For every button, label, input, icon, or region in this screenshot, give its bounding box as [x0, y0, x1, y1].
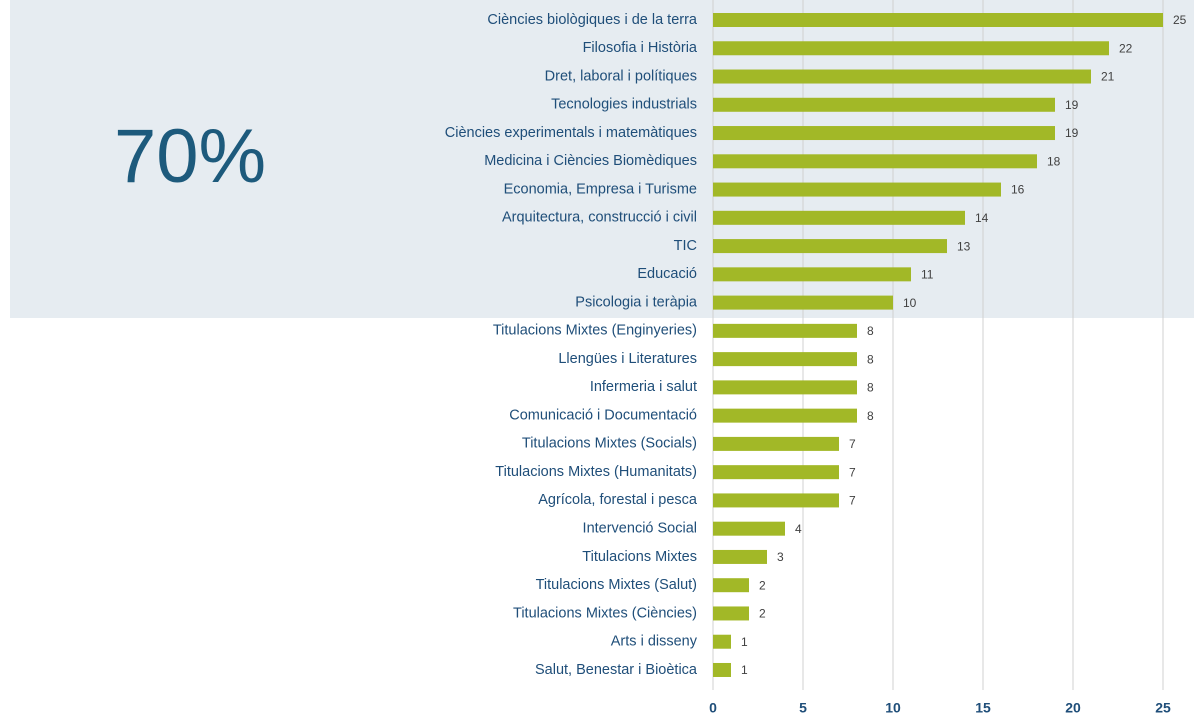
annotation: 70%: [114, 114, 266, 199]
category-label: Titulacions Mixtes (Humanitats): [495, 464, 697, 480]
category-label: Titulacions Mixtes: [582, 549, 697, 565]
bar: [713, 408, 857, 423]
x-tick-label: 15: [975, 700, 991, 716]
category-label: Arts i disseny: [611, 634, 698, 650]
bar: [713, 606, 749, 621]
category-label: Titulacions Mixtes (Enginyeries): [493, 323, 697, 339]
bar: [713, 126, 1055, 141]
value-label: 2: [759, 607, 766, 621]
value-label: 7: [849, 494, 856, 508]
bar: [713, 69, 1091, 84]
value-label: 22: [1119, 41, 1133, 55]
bar: [713, 210, 965, 225]
bar: [713, 182, 1001, 197]
value-label: 8: [867, 352, 874, 366]
value-label: 1: [741, 663, 748, 677]
value-label: 21: [1101, 70, 1115, 84]
category-label: Salut, Benestar i Bioètica: [535, 662, 698, 678]
value-label: 4: [795, 522, 802, 536]
value-label: 18: [1047, 154, 1061, 168]
bar: [713, 352, 857, 367]
value-label: 1: [741, 635, 748, 649]
bar: [713, 634, 731, 649]
value-label: 8: [867, 409, 874, 423]
value-label: 16: [1011, 183, 1025, 197]
bar: [713, 13, 1163, 27]
value-label: 8: [867, 324, 874, 338]
category-label: Economia, Empresa i Turisme: [504, 181, 697, 197]
bar: [713, 41, 1109, 56]
value-label: 13: [957, 239, 971, 253]
category-label: TIC: [674, 238, 697, 254]
value-label: 14: [975, 211, 989, 225]
category-label: Tecnologies industrials: [551, 97, 697, 113]
bar: [713, 578, 749, 593]
category-label: Titulacions Mixtes (Socials): [522, 436, 697, 452]
category-label: Ciències biològiques i de la terra: [487, 12, 697, 28]
bar: [713, 323, 857, 338]
bar: [713, 267, 911, 282]
bar: [713, 436, 839, 451]
bar: [713, 549, 767, 564]
x-tick-label: 10: [885, 700, 901, 716]
category-label: Comunicació i Documentació: [509, 407, 697, 423]
bar: [713, 465, 839, 480]
value-label: 3: [777, 550, 784, 564]
category-label: Intervenció Social: [583, 521, 697, 537]
value-label: 25: [1173, 13, 1187, 27]
bar: [713, 239, 947, 254]
category-label: Dret, laboral i polítiques: [545, 68, 697, 84]
x-tick-label: 25: [1155, 700, 1171, 716]
bar: [713, 662, 731, 677]
category-label: Agrícola, forestal i pesca: [538, 492, 698, 508]
x-tick-label: 5: [799, 700, 807, 716]
category-label: Titulacions Mixtes (Salut): [536, 577, 697, 593]
bar: [713, 493, 839, 508]
bar: [713, 380, 857, 395]
category-label: Arquitectura, construcció i civil: [502, 210, 697, 226]
category-label: Educació: [637, 266, 697, 282]
category-label: Medicina i Ciències Biomèdiques: [484, 153, 697, 169]
bar: [713, 97, 1055, 112]
value-label: 11: [921, 268, 934, 282]
category-label: Infermeria i salut: [590, 379, 697, 395]
category-label: Ciències experimentals i matemàtiques: [445, 125, 697, 141]
bar: [713, 521, 785, 536]
x-tick-label: 0: [709, 700, 717, 716]
value-label: 2: [759, 578, 766, 592]
category-label: Filosofia i Història: [583, 40, 698, 56]
category-label: Titulacions Mixtes (Ciències): [513, 605, 697, 621]
value-label: 19: [1065, 126, 1079, 140]
value-label: 10: [903, 296, 917, 310]
x-tick-label: 20: [1065, 700, 1081, 716]
value-label: 7: [849, 437, 856, 451]
value-label: 19: [1065, 98, 1079, 112]
value-label: 7: [849, 465, 856, 479]
bar: [713, 295, 893, 310]
category-label: Llengües i Literatures: [558, 351, 697, 367]
value-label: 8: [867, 381, 874, 395]
category-label: Psicologia i teràpia: [575, 294, 698, 310]
bar: [713, 154, 1037, 169]
